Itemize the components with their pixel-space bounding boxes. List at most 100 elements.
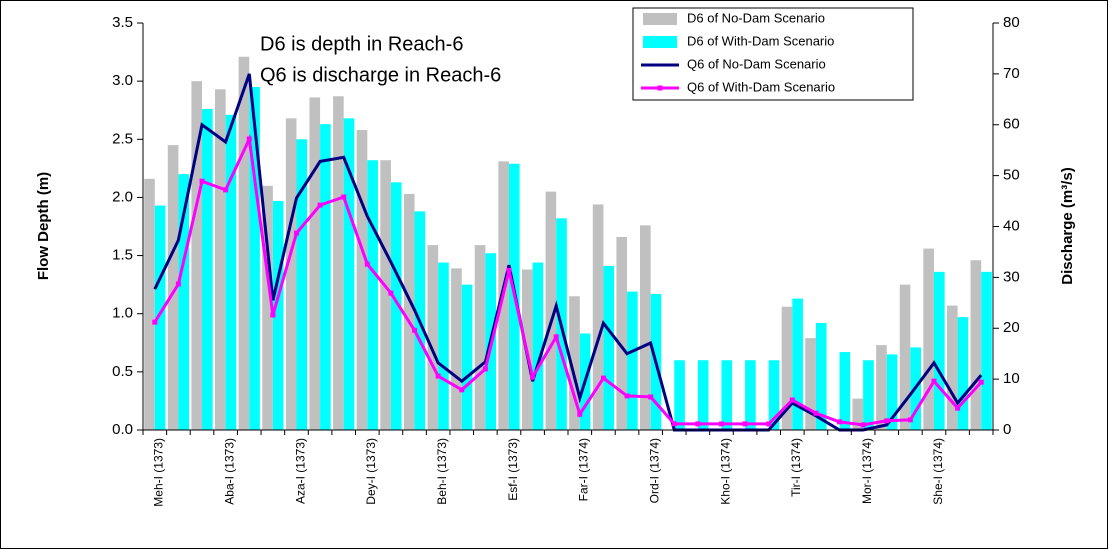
line-marker — [813, 410, 819, 416]
legend-label: Q6 of No-Dam Scenario — [687, 56, 826, 71]
y-tick-label: 1.0 — [112, 305, 133, 322]
bar — [215, 89, 226, 430]
y-tick-label: 1.5 — [112, 247, 133, 264]
bar — [167, 145, 179, 430]
line-marker — [388, 290, 394, 296]
line-marker — [152, 319, 158, 325]
legend-box — [632, 7, 914, 101]
bar — [320, 124, 331, 430]
y-tick-label: 2.0 — [112, 188, 133, 205]
x-tick-label: Kho-I (1374) — [718, 438, 732, 505]
x-tick-label: Aba-I (1373) — [223, 438, 237, 505]
bar — [981, 271, 992, 430]
bar — [792, 298, 803, 430]
line-marker — [553, 334, 559, 340]
line-marker — [435, 373, 441, 379]
bar — [876, 345, 887, 430]
y2-tick-label: 80 — [1003, 14, 1020, 31]
y-tick-label: 0.0 — [112, 421, 133, 438]
bar — [781, 306, 793, 430]
bar — [438, 262, 449, 430]
y-tick-label: 2.5 — [112, 130, 133, 147]
x-tick-label: Meh-I (1373) — [152, 438, 166, 507]
line-marker — [600, 375, 606, 381]
line-marker — [364, 261, 370, 267]
y2-tick-label: 20 — [1003, 319, 1020, 336]
y2-tick-label: 10 — [1003, 370, 1020, 387]
line-marker — [671, 421, 677, 427]
bar — [923, 248, 934, 430]
y-axis-title: Flow Depth (m) — [35, 172, 52, 280]
line-marker — [884, 418, 890, 424]
bar — [815, 323, 827, 430]
bar — [768, 360, 780, 430]
bar — [805, 338, 816, 430]
annotation: D6 is depth in Reach-6 — [260, 33, 463, 55]
bar — [863, 360, 874, 430]
bar — [367, 160, 378, 430]
line-marker — [530, 374, 536, 380]
bar — [191, 81, 203, 431]
y2-tick-label: 70 — [1003, 65, 1020, 82]
line-marker — [624, 393, 630, 399]
legend-marker — [657, 85, 663, 91]
line-marker — [317, 202, 323, 208]
y2-tick-label: 50 — [1003, 167, 1020, 184]
bar — [403, 193, 415, 430]
annotation: Q6 is discharge in Reach-6 — [260, 64, 501, 86]
line-marker — [860, 422, 866, 428]
bar — [380, 160, 391, 430]
line-marker — [695, 421, 701, 427]
y2-tick-label: 30 — [1003, 268, 1020, 285]
bar — [569, 296, 580, 430]
bar — [603, 266, 615, 430]
line-marker — [293, 230, 299, 236]
line-marker — [175, 281, 181, 287]
line-marker — [742, 421, 748, 427]
bar — [249, 86, 260, 430]
line-marker — [482, 366, 488, 372]
bar — [285, 118, 297, 431]
line-marker — [459, 387, 465, 393]
line-marker — [341, 194, 347, 200]
x-tick-label: Far-I (1374) — [577, 438, 591, 501]
bar — [839, 352, 851, 430]
bar — [532, 262, 544, 430]
y2-axis-title: Discharge (m³/s) — [1059, 167, 1076, 285]
x-tick-label: Tir-I (1374) — [789, 438, 803, 497]
y-tick-label: 3.0 — [112, 72, 133, 89]
bar — [627, 291, 638, 430]
bar — [144, 178, 155, 430]
line-marker — [577, 411, 583, 417]
line-marker — [412, 327, 418, 333]
line-marker — [270, 312, 276, 318]
bar — [674, 360, 685, 430]
bar — [616, 236, 628, 430]
bar — [697, 360, 709, 430]
bar — [356, 129, 368, 431]
bar — [390, 182, 402, 430]
y2-tick-label: 0 — [1003, 421, 1011, 438]
line-marker — [223, 187, 229, 193]
bar — [721, 360, 733, 430]
legend-label: D6 of With-Dam Scenario — [687, 33, 834, 48]
bar — [343, 118, 355, 431]
legend-label: Q6 of With-Dam Scenario — [687, 79, 835, 94]
line-marker — [199, 178, 205, 184]
line-marker — [931, 378, 937, 384]
y-tick-label: 3.5 — [112, 14, 133, 31]
line-marker — [978, 379, 984, 385]
bar — [461, 284, 473, 430]
bar — [202, 109, 213, 431]
bar — [970, 260, 982, 430]
bar — [745, 360, 756, 430]
bar — [427, 245, 439, 430]
bar — [592, 204, 604, 430]
bar — [474, 245, 486, 430]
line-marker — [789, 397, 795, 403]
x-tick-label: Ord-I (1374) — [648, 438, 662, 503]
bar — [899, 284, 911, 430]
bar — [262, 185, 273, 430]
bar — [886, 354, 898, 430]
bar — [933, 271, 945, 430]
